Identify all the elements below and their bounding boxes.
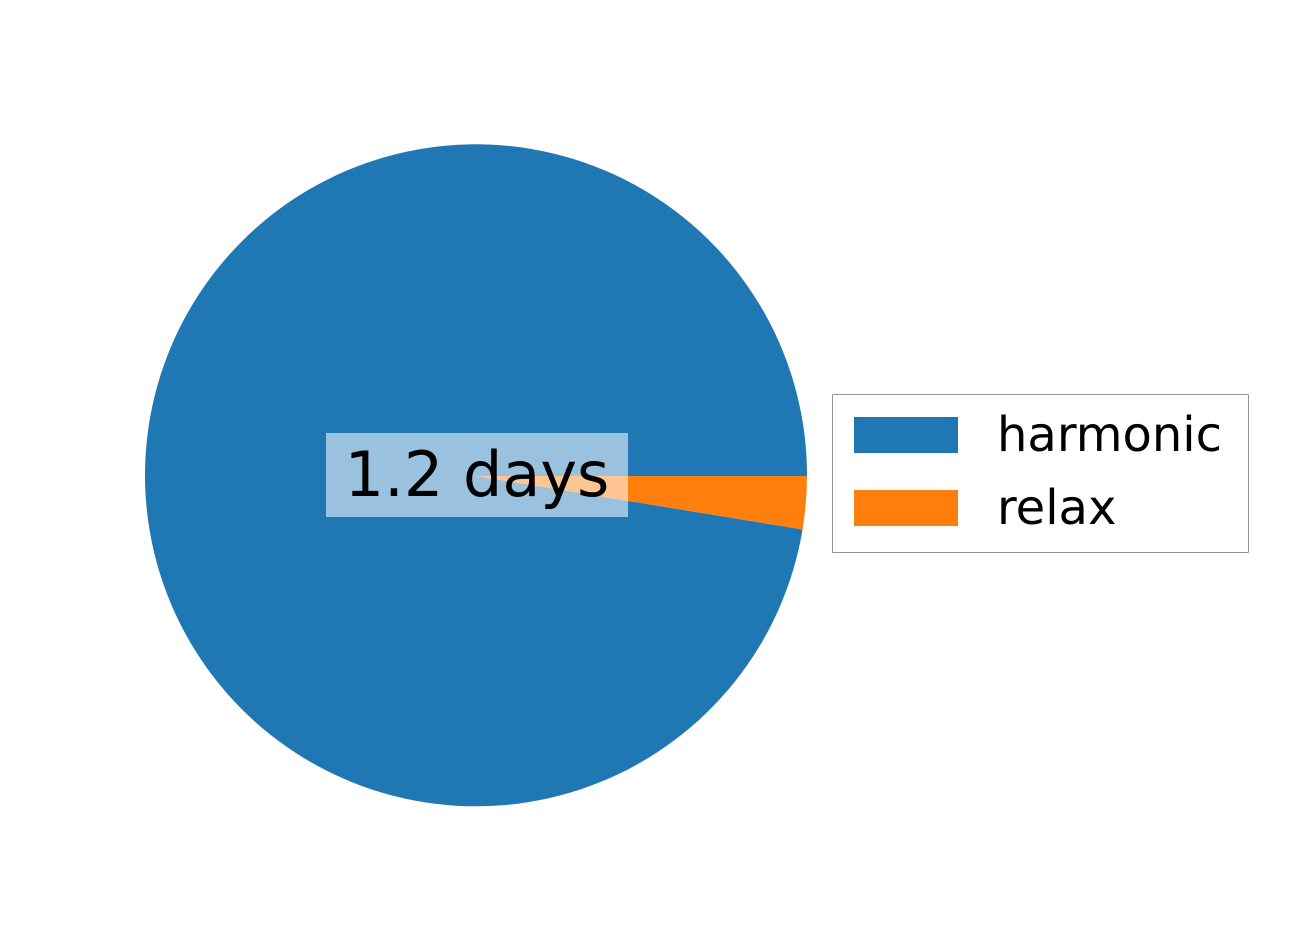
legend-label-harmonic: harmonic bbox=[997, 407, 1222, 463]
legend-item-harmonic[interactable]: harmonic bbox=[833, 409, 1248, 461]
legend-swatch-harmonic bbox=[854, 417, 958, 453]
legend-label-relax: relax bbox=[997, 480, 1117, 536]
pie-slice-harmonic[interactable] bbox=[145, 144, 808, 807]
legend-swatch-relax bbox=[854, 490, 958, 526]
legend-item-relax[interactable]: relax bbox=[833, 482, 1248, 534]
legend: harmonic relax bbox=[832, 394, 1249, 553]
